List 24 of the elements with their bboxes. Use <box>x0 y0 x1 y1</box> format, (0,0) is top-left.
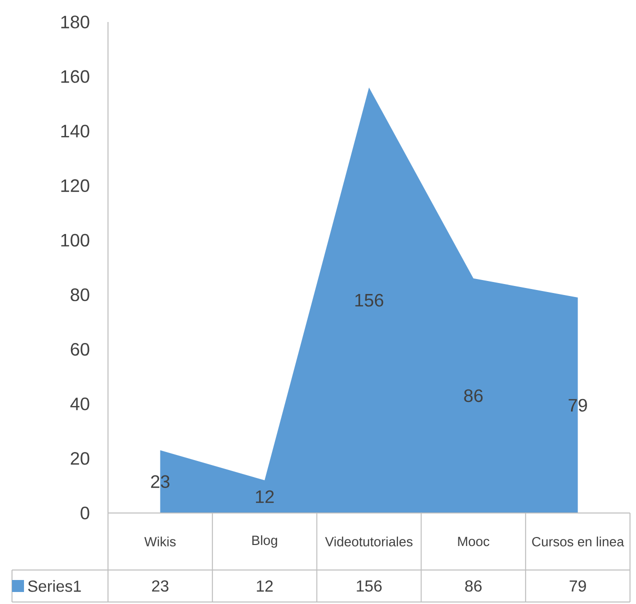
data-label: 79 <box>570 580 586 592</box>
y-tick-label: 120 <box>61 179 90 192</box>
data-label: 12 <box>256 580 273 592</box>
data-label: 86 <box>465 580 482 592</box>
x-tick-label: Wikis <box>144 536 176 546</box>
annotation: 156 <box>355 294 384 307</box>
x-tick-label: Cursos en linea <box>532 536 624 546</box>
y-tick-label: 160 <box>61 70 90 83</box>
y-tick-label: 180 <box>61 16 90 28</box>
x-tick-label: Mooc <box>458 536 490 546</box>
legend-label: Series1 <box>28 580 81 592</box>
annotation: 12 <box>256 490 274 503</box>
y-tick-label: 140 <box>61 124 90 138</box>
y-tick-label: 80 <box>70 288 90 302</box>
y-tick-label: 0 <box>80 506 90 520</box>
annotation: 86 <box>464 389 483 402</box>
y-tick-label: 40 <box>70 398 90 410</box>
y-tick-label: 100 <box>61 234 90 247</box>
data-label: 156 <box>356 580 382 592</box>
y-tick-label: 60 <box>70 342 90 356</box>
x-tick-label: Videotutoriales <box>325 536 412 546</box>
data-label: 23 <box>152 580 168 592</box>
y-tick-label: 20 <box>70 452 90 465</box>
x-tick-label: Blog <box>252 535 278 548</box>
